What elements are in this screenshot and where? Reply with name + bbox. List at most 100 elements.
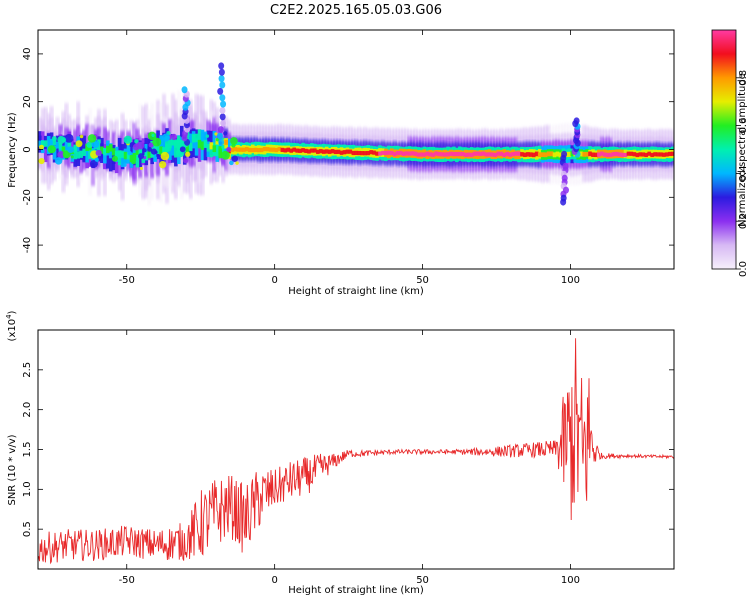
- heatmap-cell: [517, 151, 521, 156]
- heatmap-cell: [321, 149, 326, 154]
- heatmap-blob: [111, 155, 118, 162]
- heatmap-cell: [117, 150, 122, 159]
- heatmap-cell: [76, 151, 81, 159]
- heatmap-cell: [623, 152, 628, 158]
- spectrogram-ytick-label: 20: [22, 95, 33, 108]
- colorbar-label: Normalized spectral amplitude: [737, 73, 748, 227]
- heatmap-blob: [70, 155, 74, 159]
- snr-ytick-label: 2.0: [22, 402, 33, 418]
- heatmap-cell: [372, 150, 376, 155]
- heatmap-blob: [61, 137, 67, 143]
- snr-ytick-label: 1.5: [22, 442, 33, 458]
- heatmap-blob: [226, 146, 232, 153]
- colorbar-tick-label: 0.0: [738, 261, 749, 277]
- spectrogram-xtick-label: 0: [271, 275, 277, 286]
- heatmap-blob: [127, 150, 132, 156]
- heatmap-cell: [617, 152, 622, 157]
- heatmap-cell: [283, 148, 288, 153]
- heatmap-blob: [95, 149, 102, 157]
- heatmap-cell: [523, 152, 527, 158]
- snr-xtick-label: -50: [119, 575, 135, 586]
- heatmap-spike-blob: [219, 106, 226, 114]
- heatmap-cell: [543, 152, 548, 158]
- heatmap-cell: [64, 136, 69, 151]
- heatmap-cell: [472, 151, 477, 156]
- heatmap-cell: [638, 152, 643, 157]
- heatmap-cell: [224, 139, 228, 145]
- heatmap-cell: [555, 151, 560, 157]
- heatmap-cell: [100, 146, 104, 154]
- heatmap-cell: [342, 150, 347, 155]
- heatmap-blob: [136, 141, 145, 150]
- heatmap-blob: [205, 134, 210, 138]
- heatmap-cell: [529, 152, 533, 157]
- heatmap-cell: [218, 148, 223, 155]
- heatmap-blob: [166, 146, 172, 152]
- heatmap-cell: [203, 139, 208, 148]
- heatmap-blob: [54, 157, 63, 165]
- heatmap-blob: [57, 151, 65, 159]
- heatmap-cell: [239, 147, 243, 152]
- heatmap-cell: [656, 152, 660, 157]
- heatmap-cell: [46, 136, 51, 150]
- heatmap-cell: [159, 135, 163, 153]
- spectrogram-xtick-label: 100: [561, 275, 580, 286]
- heatmap-cell: [375, 151, 379, 156]
- heatmap-cell: [144, 144, 149, 161]
- spectrogram-ytick-label: 40: [22, 48, 33, 61]
- heatmap-blob: [147, 147, 153, 152]
- heatmap-cell: [88, 143, 92, 159]
- heatmap-cell: [55, 141, 60, 149]
- heatmap-cell: [410, 151, 415, 156]
- heatmap-cell: [259, 147, 264, 153]
- heatmap-cell: [61, 146, 66, 154]
- heatmap-cell: [532, 152, 536, 158]
- heatmap-cell: [605, 152, 610, 158]
- heatmap-cell: [108, 146, 113, 172]
- heatmap-cell: [52, 138, 57, 146]
- heatmap-cell: [215, 138, 220, 145]
- snr-ylabel: SNR (10 * v/v): [7, 434, 18, 505]
- colorbar-tick-label: 0.4: [738, 165, 749, 181]
- heatmap-cell: [407, 151, 412, 156]
- heatmap-blob: [38, 144, 44, 150]
- heatmap-cell: [185, 144, 190, 153]
- heatmap-cell: [67, 139, 72, 147]
- heatmap-spike-blob: [218, 68, 225, 76]
- heatmap-cell: [597, 152, 601, 157]
- heatmap-cell: [641, 152, 646, 157]
- heatmap-cell: [603, 152, 607, 157]
- snr-xlabel: Height of straight line (km): [288, 585, 424, 596]
- heatmap-cell: [671, 151, 674, 156]
- heatmap-blob: [152, 137, 162, 147]
- heatmap-cell: [168, 142, 172, 161]
- heatmap-cell: [360, 151, 364, 156]
- heatmap-cell: [493, 152, 498, 158]
- heatmap-cell: [79, 150, 83, 158]
- heatmap-spike-blob: [560, 198, 567, 206]
- heatmap-blob: [86, 141, 93, 148]
- heatmap-blob: [138, 153, 145, 160]
- heatmap-cell: [197, 129, 202, 147]
- heatmap-cell: [440, 152, 444, 157]
- heatmap-cell: [614, 151, 619, 157]
- heatmap-cell: [626, 151, 631, 156]
- heatmap-spike-blob: [216, 132, 223, 140]
- heatmap-cell: [97, 139, 101, 155]
- heatmap-cell: [378, 151, 382, 156]
- heatmap-cell: [295, 148, 299, 153]
- heatmap-cell: [413, 151, 418, 156]
- heatmap-cell: [73, 145, 78, 153]
- heatmap-cell: [40, 140, 45, 147]
- snr-yunit-close: ): [7, 310, 18, 314]
- colorbar: 0.0 0.2 0.4 0.6 0.8 Normalized spectral ampl…: [711, 29, 749, 277]
- heatmap-blob: [38, 157, 45, 165]
- heatmap-cell: [316, 149, 320, 154]
- heatmap-cell: [310, 148, 314, 153]
- heatmap-cell: [484, 152, 489, 157]
- spectrogram-xtick-label: -50: [119, 275, 135, 286]
- heatmap-cell: [103, 148, 107, 164]
- heatmap-cell: [594, 152, 598, 158]
- heatmap-cell: [144, 152, 149, 161]
